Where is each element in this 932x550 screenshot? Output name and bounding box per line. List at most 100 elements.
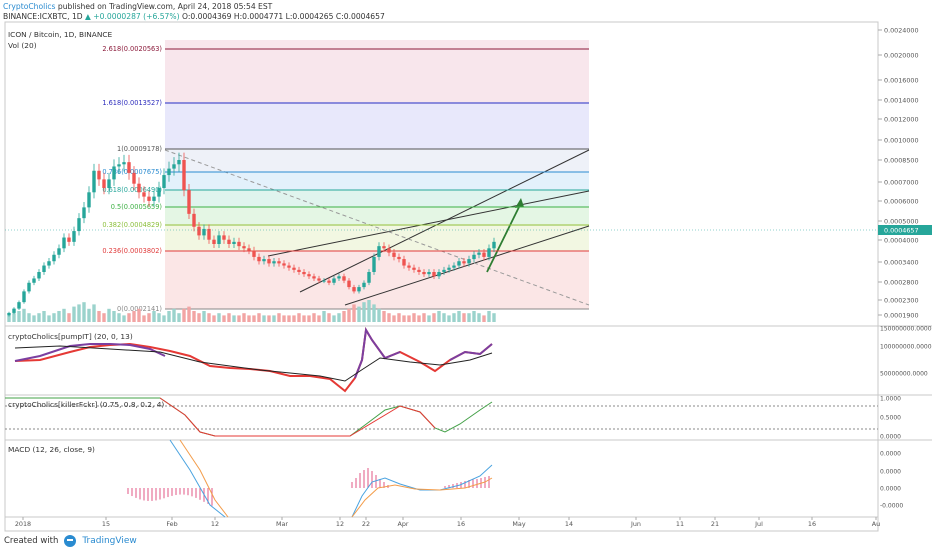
macd-line-blue-2 <box>351 464 493 518</box>
candle <box>7 312 11 316</box>
volume-bar <box>162 315 166 322</box>
volume-bar <box>252 315 256 322</box>
candle <box>42 265 46 272</box>
candle <box>22 291 26 303</box>
candle <box>362 282 366 288</box>
candle <box>422 272 426 275</box>
fib-label: 2.618(0.0020563) <box>102 45 162 53</box>
channel-middle-line <box>267 190 590 257</box>
y-tick-label: 0.0014000 <box>884 97 919 105</box>
candle <box>477 252 481 255</box>
fib-label: 0.236(0.0003802) <box>102 247 162 255</box>
diagonal-dashed-line <box>164 149 590 306</box>
candle <box>322 280 326 282</box>
candle <box>307 274 311 277</box>
candle <box>62 237 66 249</box>
macd-tick-label: 0.0000 <box>880 486 901 493</box>
candle <box>377 246 381 257</box>
author-link[interactable]: CryptoCholics <box>3 2 56 11</box>
x-tick-label: Jun <box>630 520 641 528</box>
y-tick-label: 0.0008500 <box>884 157 919 165</box>
tradingview-brand[interactable]: TradingView <box>82 536 137 546</box>
candle <box>417 269 421 272</box>
candle <box>447 267 451 270</box>
volume-bar <box>272 315 276 322</box>
volume-bar <box>22 308 26 322</box>
projection-arrow <box>486 202 522 273</box>
candle <box>107 179 111 188</box>
volume-bar <box>217 313 221 322</box>
macd-title: MACD (12, 26, close, 9) <box>8 445 95 454</box>
volume-bar <box>122 315 126 322</box>
candle <box>372 256 376 272</box>
candle <box>352 287 356 292</box>
volume-bar <box>67 313 71 322</box>
candle <box>402 259 406 266</box>
channel-upper-line <box>299 149 590 293</box>
volume-bar <box>317 315 321 322</box>
candle <box>442 269 446 272</box>
volume-bar <box>262 315 266 322</box>
macd-tick-label: -0.0000 <box>880 503 903 510</box>
volume-bar <box>332 315 336 322</box>
volume-bar <box>127 313 131 322</box>
candle <box>397 256 401 260</box>
candle <box>32 278 36 283</box>
volume-bar <box>337 313 341 322</box>
candle <box>172 164 176 169</box>
x-tick-label: Au <box>872 520 880 528</box>
volume-bar <box>427 315 431 322</box>
footer: Created with TradingView <box>4 532 137 550</box>
candle <box>317 278 321 281</box>
volume-bar <box>392 315 396 322</box>
volume-bar <box>187 306 191 322</box>
candle <box>462 261 466 264</box>
volume-bar <box>7 315 11 322</box>
volume-bar <box>362 302 366 322</box>
publish-line: CryptoCholics published on TradingView.c… <box>3 2 272 11</box>
volume-bar <box>297 313 301 322</box>
candle <box>162 175 166 188</box>
killerfckr-title: cryptoCholics[killerFckr] (0.75, 0.8, 0.… <box>8 400 164 409</box>
volume-bar <box>447 315 451 322</box>
volume-bar <box>27 313 31 322</box>
x-tick-label: 15 <box>102 520 110 528</box>
candle <box>332 278 336 283</box>
volume-bar <box>152 311 156 322</box>
volume-bar <box>377 308 381 322</box>
x-tick-label: Apr <box>397 520 408 528</box>
candle <box>347 280 351 288</box>
volume-bar <box>397 313 401 322</box>
candle <box>212 239 216 244</box>
macd-line-orange <box>179 439 229 518</box>
volume-bar <box>247 315 251 322</box>
volume-bar <box>292 315 296 322</box>
candle <box>82 207 86 219</box>
volume-bar <box>357 306 361 322</box>
channel-lower-line <box>344 225 590 306</box>
volume-bar <box>227 313 231 322</box>
volume-bar <box>347 308 351 322</box>
killer-line-red <box>159 397 436 437</box>
candle <box>392 252 396 257</box>
y-tick-label: 0.0024000 <box>884 27 919 35</box>
candle <box>197 226 201 236</box>
volume-bar <box>77 304 81 322</box>
trend-channel <box>267 149 590 306</box>
volume-bar <box>367 300 371 322</box>
volume-bar <box>342 311 346 322</box>
volume-bar <box>72 306 76 322</box>
volume-bar <box>177 313 181 322</box>
volume-bar <box>207 313 211 322</box>
candle <box>427 272 431 275</box>
x-tick-label: 16 <box>808 520 816 528</box>
candle <box>87 192 91 208</box>
volume-bar <box>422 313 426 322</box>
candle <box>47 261 51 266</box>
volume-bar <box>232 315 236 322</box>
candle <box>12 308 16 313</box>
volume-bars <box>7 300 496 322</box>
volume-bar <box>322 311 326 322</box>
fib-label: 0.618(0.0006490) <box>102 186 162 194</box>
